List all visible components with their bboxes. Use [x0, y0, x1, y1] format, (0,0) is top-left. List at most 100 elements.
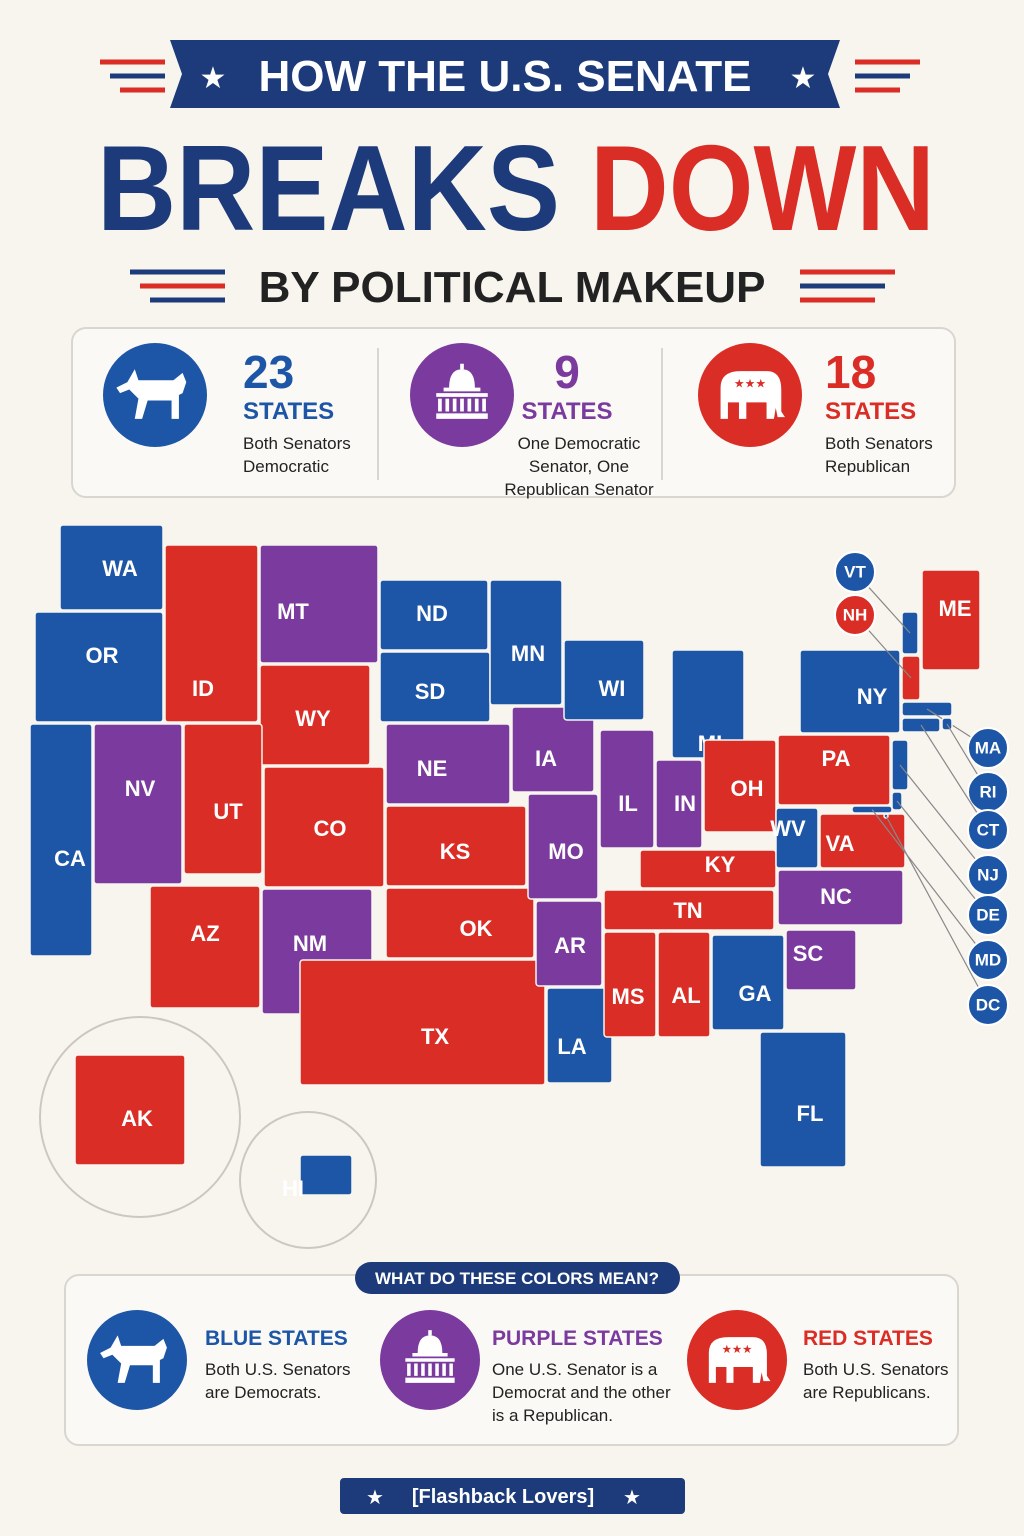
state	[639, 849, 777, 889]
state-label: NC	[820, 884, 852, 909]
state	[603, 931, 657, 1038]
state	[603, 889, 775, 931]
state-label: WI	[599, 676, 626, 701]
state-label: ID	[192, 676, 214, 701]
state-label: LA	[557, 1034, 586, 1059]
state-label: ME	[939, 596, 972, 621]
state-label: SC	[793, 941, 824, 966]
state	[164, 544, 259, 723]
state	[711, 934, 785, 1031]
state-label: DE	[976, 905, 1000, 924]
state-label: NJ	[977, 865, 999, 884]
state	[93, 723, 183, 885]
state-label: TX	[421, 1024, 449, 1049]
title-main: DOWN	[590, 120, 935, 256]
header: ★ ★ HOW THE U.S. SENATE BREAKS DOWN BY P…	[97, 40, 935, 312]
legend-desc: One U.S. Senator is a	[492, 1360, 658, 1379]
summary-box	[71, 327, 956, 498]
state	[921, 569, 981, 671]
legend-desc: Both U.S. Senators	[803, 1360, 949, 1379]
state-badge	[967, 894, 1009, 936]
legend-heading-pill	[355, 1262, 680, 1294]
state-label: WY	[295, 706, 331, 731]
state-label: MT	[277, 599, 309, 624]
state	[759, 1031, 847, 1168]
state	[777, 869, 904, 926]
state-badge	[834, 551, 876, 593]
state	[385, 723, 511, 805]
state-label: HI	[282, 1176, 304, 1201]
state-label: NY	[857, 684, 888, 709]
state	[819, 813, 906, 869]
state-label: KS	[440, 839, 471, 864]
legend-desc: is a Republican.	[492, 1406, 613, 1425]
state-label: FL	[797, 1101, 824, 1126]
state-label: TN	[673, 898, 702, 923]
summary-desc: Senator, One	[529, 457, 629, 476]
state	[535, 900, 603, 987]
state-label: VA	[826, 831, 855, 856]
state-label: NH	[843, 605, 868, 624]
state-label: OR	[86, 643, 119, 668]
state-label: DC	[976, 995, 1001, 1014]
legend-title: PURPLE STATES	[492, 1327, 663, 1350]
state-label: CA	[54, 846, 86, 871]
leader-line	[899, 764, 989, 876]
legend-heading: WHAT DO THESE COLORS MEAN?	[375, 1269, 659, 1288]
state	[563, 639, 645, 721]
summary-unit: STATES	[521, 398, 612, 425]
summary-number: 18	[825, 346, 876, 398]
state-label: ND	[416, 601, 448, 626]
state	[527, 793, 599, 900]
state-badge	[967, 809, 1009, 851]
svg-text:★: ★	[366, 1487, 384, 1509]
subtitle: BY POLITICAL MAKEUP	[259, 263, 766, 312]
state	[149, 885, 261, 1009]
summary-desc: Both Senators	[825, 434, 933, 453]
footer: [Flashback Lovers]	[412, 1486, 594, 1508]
state-badge	[967, 984, 1009, 1026]
summary-unit: STATES	[825, 398, 916, 425]
summary-desc: One Democratic	[518, 434, 641, 453]
state	[599, 729, 655, 849]
state	[29, 723, 93, 957]
state-label: IA	[535, 746, 557, 771]
state	[385, 805, 527, 887]
state	[259, 664, 371, 766]
legend-desc: Democrat and the other	[492, 1383, 671, 1402]
state-label: CO	[314, 816, 347, 841]
state	[59, 524, 164, 611]
footer-bar	[340, 1478, 685, 1514]
state	[379, 579, 489, 651]
state-label: CT	[977, 820, 1000, 839]
state-label: AR	[554, 933, 586, 958]
state-label: NM	[293, 931, 327, 956]
state	[489, 579, 563, 706]
state-label: MA	[975, 738, 1001, 757]
svg-text:★: ★	[623, 1487, 641, 1509]
state-badge	[834, 594, 876, 636]
state-label: MN	[511, 641, 545, 666]
title-top: HOW THE U.S. SENATE	[259, 52, 752, 101]
state-label: AK	[121, 1106, 153, 1131]
state	[511, 706, 595, 793]
summary-unit: STATES	[243, 398, 334, 425]
state-label: RI	[980, 782, 997, 801]
state	[183, 723, 263, 875]
state	[263, 766, 385, 888]
state	[259, 544, 379, 664]
state	[775, 807, 819, 869]
state-label: UT	[213, 799, 243, 824]
leader-line	[871, 809, 989, 961]
state	[785, 929, 857, 991]
summary-number: 23	[243, 346, 294, 398]
title-main: BREAKS	[97, 120, 560, 256]
state	[385, 887, 535, 959]
summary-desc: Republican	[825, 457, 910, 476]
state-label: OH	[731, 776, 764, 801]
leader-line	[896, 800, 989, 916]
legend-desc: Both U.S. Senators	[205, 1360, 351, 1379]
summary-number: 9	[554, 346, 580, 398]
state-label: GA	[739, 981, 772, 1006]
